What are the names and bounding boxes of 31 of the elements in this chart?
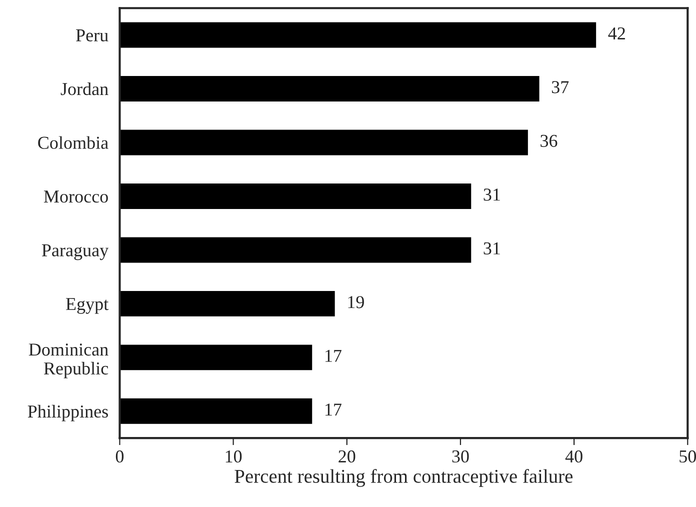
bar: [120, 74, 541, 103]
data-label: 31: [484, 188, 500, 201]
x-tick-label: 40: [565, 450, 582, 463]
y-tick-label: Dominican Republic: [28, 344, 108, 378]
y-tick-label: Philippines: [28, 404, 108, 422]
bar: [120, 397, 314, 426]
y-tick-label: Jordan: [60, 82, 108, 96]
x-tick-label: 20: [338, 450, 356, 463]
bar: [120, 236, 473, 264]
bar: [120, 20, 598, 50]
y-tick-label: Paraguay: [42, 244, 109, 260]
y-tick-label: Peru: [76, 29, 108, 42]
bar: [120, 182, 473, 210]
y-tick-label: Egypt: [66, 298, 108, 314]
bar: [120, 290, 336, 318]
data-label: 17: [326, 350, 342, 362]
x-axis-title: Percent resulting from contraceptive failure: [234, 469, 573, 487]
x-tick-label: 30: [452, 450, 469, 463]
data-label: 31: [484, 242, 500, 254]
x-tick-label: 10: [226, 450, 242, 463]
data-label: 37: [552, 81, 569, 94]
bar: [120, 128, 530, 157]
x-tick-label: 0: [116, 450, 124, 463]
bar: [120, 343, 314, 372]
data-label: 36: [540, 134, 558, 147]
data-label: 42: [608, 27, 625, 40]
y-tick-label: Morocco: [44, 190, 108, 203]
data-label: 19: [348, 296, 364, 308]
y-tick-label: Colombia: [38, 136, 108, 149]
data-label: 17: [326, 404, 342, 416]
x-tick-label: 50: [680, 450, 696, 463]
